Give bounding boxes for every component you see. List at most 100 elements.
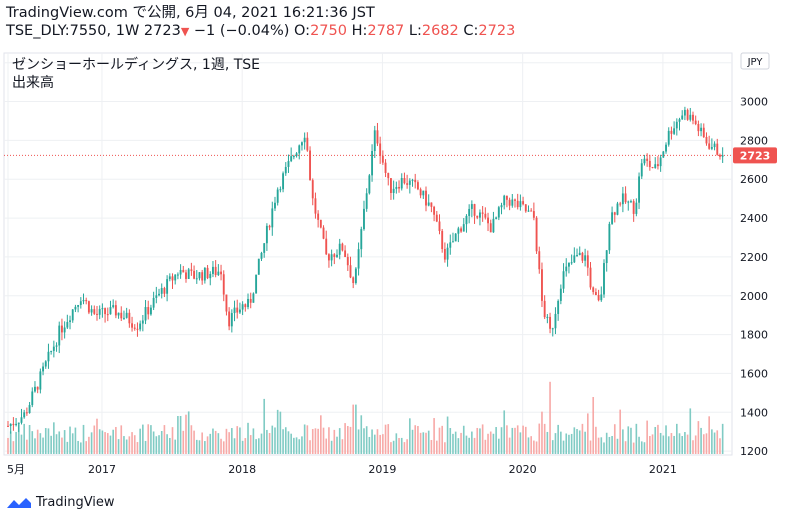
last-price-tag: 2723 <box>740 149 771 162</box>
volume-bar <box>252 428 255 454</box>
volume-bar <box>495 427 497 454</box>
candle-body <box>185 272 187 279</box>
volume-bar <box>171 427 174 454</box>
candle-body <box>42 366 45 372</box>
candle-body <box>535 217 538 252</box>
candle-body <box>241 304 244 310</box>
volume-bar <box>433 418 435 454</box>
candle-body <box>314 198 317 214</box>
candle-body <box>341 243 344 251</box>
volume-bar <box>363 428 365 454</box>
candle-body <box>263 243 266 253</box>
volume-bar <box>150 425 152 454</box>
volume-bar <box>449 428 452 454</box>
candle-body <box>667 130 670 145</box>
candle-body <box>225 294 228 312</box>
volume-bar <box>681 436 684 454</box>
candle-body <box>624 193 627 203</box>
price-chart[interactable]: 1200 1400 1600 1800 2000 2200 2400 2600 2800 3000… <box>0 47 786 487</box>
volume-bar <box>204 441 206 454</box>
price-axis[interactable]: 1200 1400 1600 1800 2000 2200 2400 2600 2800 3000… <box>740 57 768 458</box>
candle-body <box>98 309 101 315</box>
candle-body <box>368 175 371 194</box>
volume-bar <box>293 437 295 454</box>
candle-body <box>678 119 681 122</box>
volume-bar <box>333 429 336 454</box>
candle-body <box>201 272 204 281</box>
candle-body <box>346 257 349 266</box>
volume-bar <box>355 404 357 454</box>
volume-bar <box>147 424 150 454</box>
candle-body <box>12 423 15 426</box>
volume-bar <box>600 437 603 454</box>
volume-bar <box>530 436 532 454</box>
candle-body <box>608 223 611 251</box>
volume-bar <box>700 427 702 454</box>
candle-body <box>710 147 713 149</box>
candle-body <box>422 190 425 196</box>
candle-body <box>621 193 624 205</box>
chart-panel[interactable]: 1200 1400 1600 1800 2000 2200 2400 2600 2800 3000… <box>0 47 786 487</box>
candle-body <box>489 223 492 233</box>
volume-bar <box>460 432 462 454</box>
candle-body <box>559 288 562 301</box>
candle-body <box>55 345 58 347</box>
candle-body <box>325 238 328 255</box>
candle-body <box>287 161 290 167</box>
volume-bar <box>42 437 44 454</box>
candle-body <box>147 307 150 315</box>
volume-bar <box>195 439 198 454</box>
volume-bar <box>177 416 179 454</box>
volume-bar <box>503 410 506 454</box>
candle-body <box>292 156 295 158</box>
volume-bar <box>244 438 247 454</box>
candle-body <box>651 167 654 169</box>
volume-bar <box>400 437 403 454</box>
volume-bar <box>692 440 694 454</box>
volume-bar <box>500 427 503 454</box>
volume-bar <box>328 427 330 454</box>
volume-bar <box>589 440 592 454</box>
volume-bar <box>158 435 160 454</box>
candle-body <box>492 218 495 233</box>
volume-bar <box>657 424 659 454</box>
candle-body <box>719 154 721 157</box>
candle-body <box>516 200 519 208</box>
candle-body <box>452 241 454 243</box>
volume-bar <box>622 429 624 454</box>
volume-bar <box>492 433 495 454</box>
candle-body <box>133 327 136 329</box>
candle-body <box>543 300 546 318</box>
candle-body <box>317 213 320 220</box>
candle-body <box>425 190 427 206</box>
currency-badge-box[interactable] <box>740 52 770 70</box>
volume-bar <box>222 441 225 454</box>
volume-bar <box>473 437 476 454</box>
candle-body <box>309 150 311 181</box>
candle-body <box>519 201 522 208</box>
candle-body <box>449 242 452 248</box>
candle-body <box>419 189 422 196</box>
volume-bar <box>721 423 724 454</box>
candle-body <box>174 274 177 281</box>
time-axis[interactable]: 5月 2017 2018 2019 2020 2021 <box>7 463 677 476</box>
candle-body <box>101 308 104 310</box>
volume-bar <box>39 433 42 454</box>
candle-body <box>670 130 673 134</box>
candle-body <box>349 265 352 278</box>
volume-bar <box>508 437 511 454</box>
volume-bar <box>80 442 82 454</box>
candle-body <box>694 120 697 125</box>
candle-body <box>128 312 131 324</box>
candle-body <box>36 386 39 390</box>
candle-body <box>23 412 26 418</box>
volume-bar <box>322 427 325 454</box>
volume-bar <box>565 433 568 454</box>
volume-bar <box>511 427 514 454</box>
candle-body <box>376 130 379 144</box>
candle-body <box>392 188 395 194</box>
volume-bar <box>562 440 565 454</box>
candle-body <box>52 346 55 351</box>
candle-body <box>274 202 276 209</box>
candle-body <box>640 163 643 177</box>
